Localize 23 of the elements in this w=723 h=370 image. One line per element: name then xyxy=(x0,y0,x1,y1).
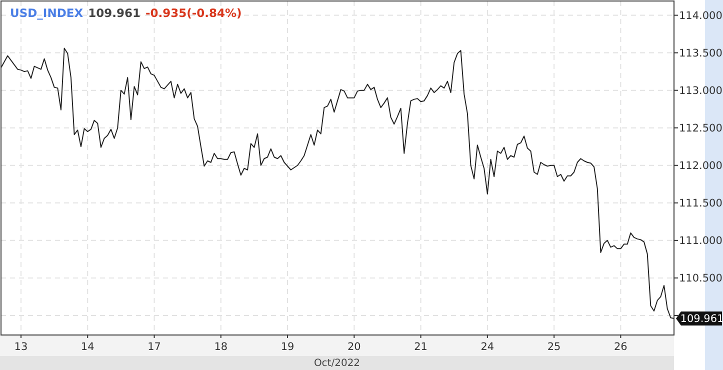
y-tick-label: 110.500 xyxy=(679,272,722,285)
annotation: 109.961 xyxy=(88,6,140,20)
y-tick-label: 113.500 xyxy=(679,47,722,60)
x-tick-label: 26 xyxy=(614,341,628,353)
y-tick-label: 112.500 xyxy=(679,122,722,135)
line-series xyxy=(0,48,674,319)
y-tick-label: 113.000 xyxy=(679,84,722,97)
annotation: -0.935(-0.84%) xyxy=(145,6,242,20)
y-tick-label: 112.000 xyxy=(679,160,722,172)
x-tick-label: 25 xyxy=(547,341,561,353)
x-tick-label: 14 xyxy=(80,341,95,353)
x-tick-label: 21 xyxy=(414,341,428,353)
text: USD_INDEX xyxy=(10,6,84,20)
x-tick-label: 19 xyxy=(280,341,294,353)
x-tick-label: 20 xyxy=(347,341,361,353)
x-axis-title: Oct/2022 xyxy=(314,358,360,369)
x-tick-label: 24 xyxy=(480,341,494,353)
y-tick-label: 114.000 xyxy=(679,10,722,22)
x-tick-label: 17 xyxy=(148,341,161,353)
x-tick-label: 18 xyxy=(214,341,228,353)
x-tick-label: 13 xyxy=(14,341,28,353)
y-tick-label: 111.000 xyxy=(679,235,722,248)
y-tick-label: 111.500 xyxy=(679,198,722,210)
